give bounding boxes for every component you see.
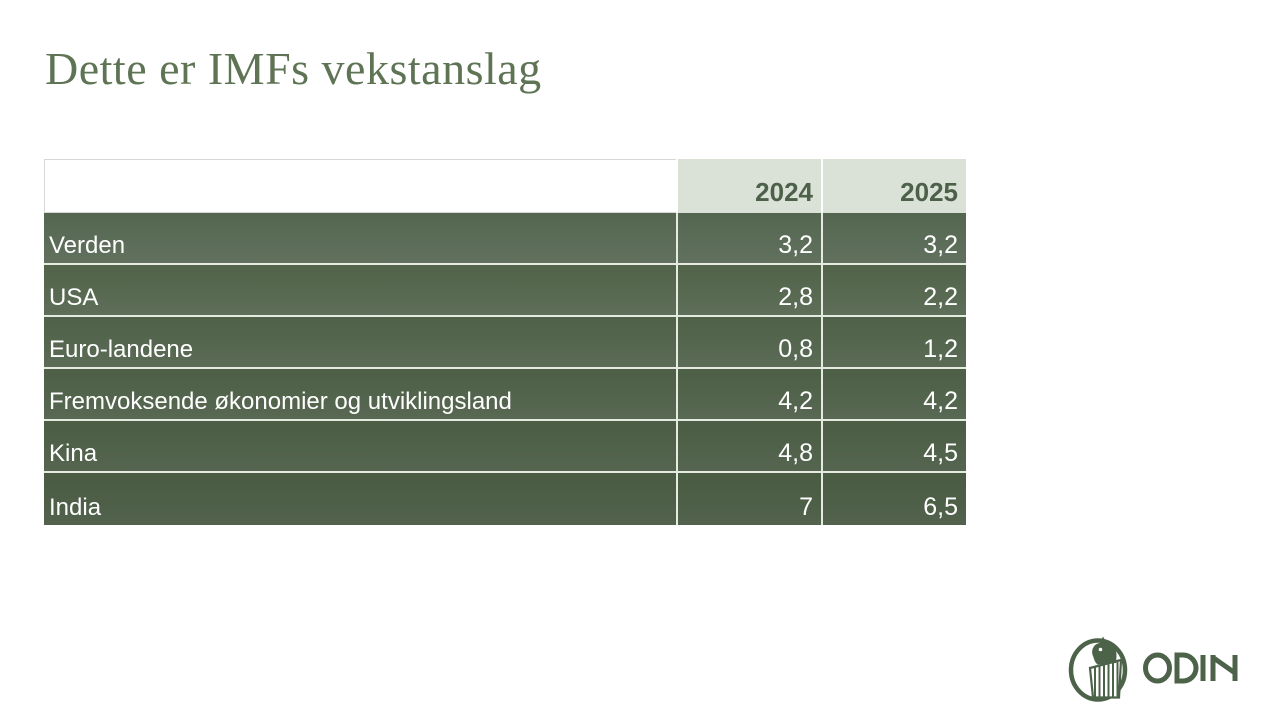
value-2025: 4,2 [821,369,966,421]
column-header-2024: 2024 [676,159,821,213]
horse-on-column-icon [1068,636,1128,702]
value-2025: 6,5 [821,473,966,525]
row-label: USA [44,265,676,317]
value-2024: 0,8 [676,317,821,369]
value-2024: 4,8 [676,421,821,473]
table-row: Euro-landene 0,8 1,2 [44,317,966,369]
table-row: USA 2,8 2,2 [44,265,966,317]
value-2024: 7 [676,473,821,525]
page-title: Dette er IMFs vekstanslag [45,43,542,94]
table-row: India 7 6,5 [44,473,966,525]
value-2024: 2,8 [676,265,821,317]
row-label: Kina [44,421,676,473]
row-label: Fremvoksende økonomier og utviklingsland [44,369,676,421]
table-row: Verden 3,2 3,2 [44,213,966,265]
table-row: Fremvoksende økonomier og utviklingsland… [44,369,966,421]
value-2024: 3,2 [676,213,821,265]
odin-wordmark [1143,652,1238,684]
value-2025: 3,2 [821,213,966,265]
row-label: India [44,473,676,525]
row-label: Verden [44,213,676,265]
column-header-2025: 2025 [821,159,966,213]
growth-forecast-table: 2024 2025 Verden 3,2 3,2 USA 2,8 2,2 Eur… [44,159,966,525]
row-label: Euro-landene [44,317,676,369]
odin-logo [1068,633,1241,703]
value-2024: 4,2 [676,369,821,421]
table-row: Kina 4,8 4,5 [44,421,966,473]
value-2025: 2,2 [821,265,966,317]
table-header-row: 2024 2025 [44,159,966,213]
table-corner-cell [44,159,676,213]
value-2025: 4,5 [821,421,966,473]
value-2025: 1,2 [821,317,966,369]
